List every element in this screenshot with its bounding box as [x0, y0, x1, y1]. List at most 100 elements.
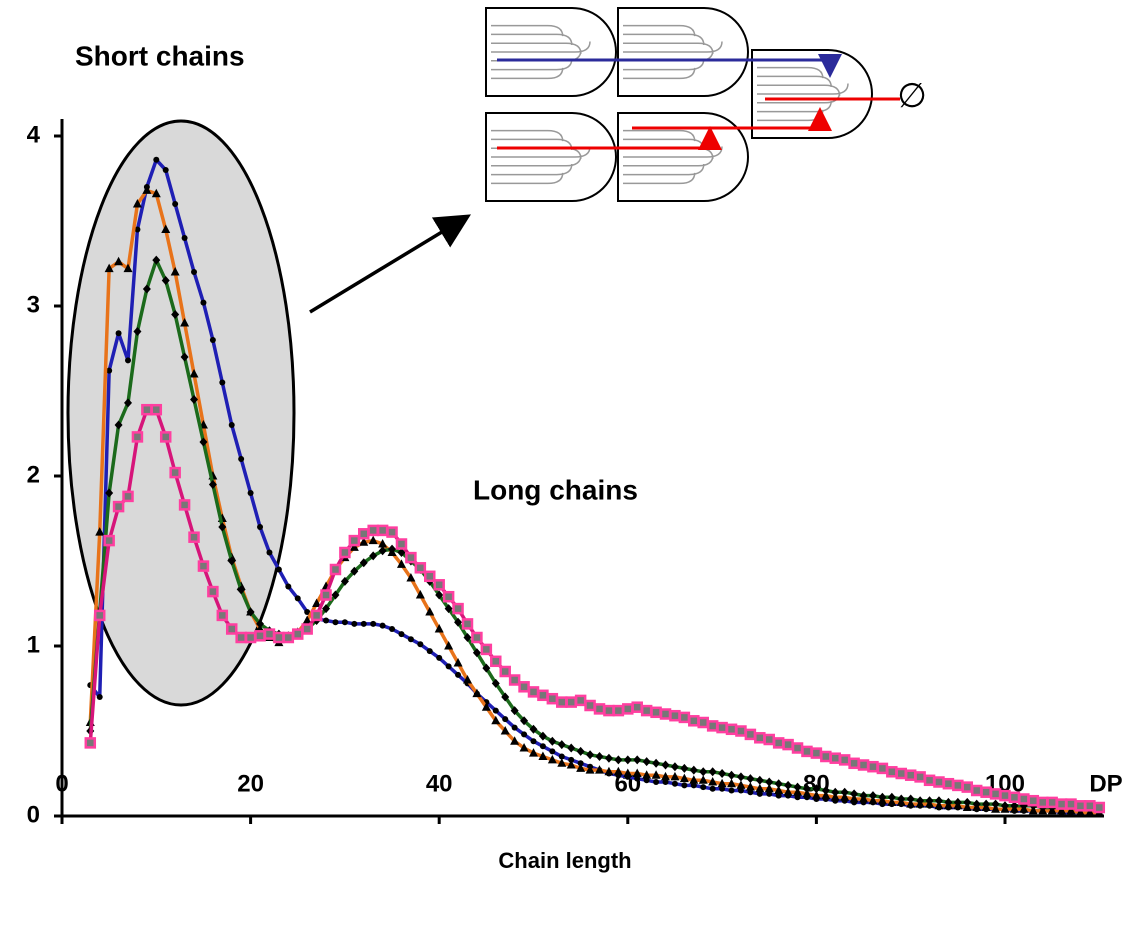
data-point	[764, 783, 774, 793]
data-point	[634, 775, 641, 782]
data-point	[925, 796, 934, 806]
data-point	[737, 787, 744, 794]
data-point	[923, 774, 936, 787]
data-point	[426, 648, 433, 655]
data-point	[367, 524, 379, 537]
flow-arrow	[497, 126, 722, 151]
data-point	[567, 743, 576, 753]
data-point	[794, 794, 801, 801]
data-point	[331, 590, 340, 600]
data-point	[576, 763, 586, 772]
branch-line	[491, 155, 582, 167]
branch-line	[623, 24, 696, 37]
data-point	[207, 585, 219, 598]
data-point	[556, 696, 568, 708]
data-point	[518, 681, 530, 693]
data-point	[150, 403, 163, 416]
data-point	[671, 780, 678, 787]
data-point	[189, 369, 199, 378]
data-point	[1055, 798, 1068, 810]
data-point	[463, 633, 472, 642]
data-point	[351, 620, 358, 627]
data-point	[124, 398, 133, 408]
data-point	[490, 655, 502, 668]
data-point	[942, 777, 955, 790]
data-point	[122, 490, 134, 503]
data-point	[527, 686, 540, 698]
data-point	[766, 790, 773, 797]
data-point	[904, 769, 917, 781]
data-point	[537, 689, 549, 702]
data-point	[219, 379, 226, 386]
data-point	[840, 787, 849, 797]
data-point	[256, 619, 265, 629]
data-point	[546, 692, 559, 705]
data-point	[653, 779, 660, 785]
data-point	[632, 768, 642, 777]
data-point	[114, 420, 123, 430]
data-point	[811, 790, 821, 800]
data-point	[323, 617, 330, 624]
flow-arrow	[632, 107, 832, 132]
data-point	[151, 188, 161, 198]
data-point	[200, 299, 207, 306]
data-point	[436, 654, 443, 661]
data-point	[577, 760, 584, 767]
data-point	[454, 617, 463, 627]
data-point	[999, 789, 1011, 802]
data-point	[266, 549, 273, 556]
data-point	[719, 785, 726, 792]
data-point	[784, 780, 793, 790]
data-point	[378, 546, 387, 556]
data-point	[613, 766, 623, 776]
pointer-arrow	[309, 214, 471, 314]
branch-line	[491, 172, 564, 185]
data-point	[603, 704, 615, 717]
data-point	[989, 788, 1002, 800]
data-point	[320, 589, 332, 601]
data-point	[774, 779, 783, 789]
data-point	[370, 620, 377, 627]
data-point	[944, 797, 953, 807]
data-point	[199, 437, 208, 447]
data-point	[755, 783, 765, 793]
data-point	[689, 765, 698, 775]
data-point	[746, 774, 755, 784]
data-point	[706, 720, 719, 732]
data-point	[169, 466, 181, 479]
data-point	[244, 631, 257, 644]
data-point	[510, 706, 519, 716]
data-point	[341, 619, 348, 626]
data-point	[642, 757, 651, 767]
x-unit-label: DP	[1089, 770, 1122, 797]
data-point	[717, 778, 727, 788]
data-point	[850, 789, 859, 799]
data-point	[508, 674, 521, 686]
data-point	[1084, 800, 1096, 812]
data-point	[801, 745, 813, 758]
data-point	[461, 618, 474, 630]
data-point	[991, 799, 1000, 809]
data-point	[171, 310, 180, 319]
data-point	[565, 696, 577, 708]
data-point	[358, 528, 370, 540]
data-point	[557, 758, 567, 767]
data-point	[415, 590, 425, 599]
data-point	[246, 607, 255, 617]
data-point	[528, 748, 538, 757]
data-point	[159, 431, 172, 443]
data-point	[369, 551, 378, 561]
branch-line	[491, 67, 564, 80]
data-point	[492, 707, 499, 714]
data-point	[322, 604, 331, 614]
data-point	[566, 760, 576, 769]
data-point	[238, 456, 245, 462]
data-point	[1008, 791, 1021, 804]
data-point	[697, 716, 709, 729]
data-point	[538, 731, 547, 741]
branch-line	[623, 33, 705, 46]
data-point	[934, 796, 943, 806]
data-point	[699, 767, 708, 777]
data-point	[754, 732, 766, 744]
